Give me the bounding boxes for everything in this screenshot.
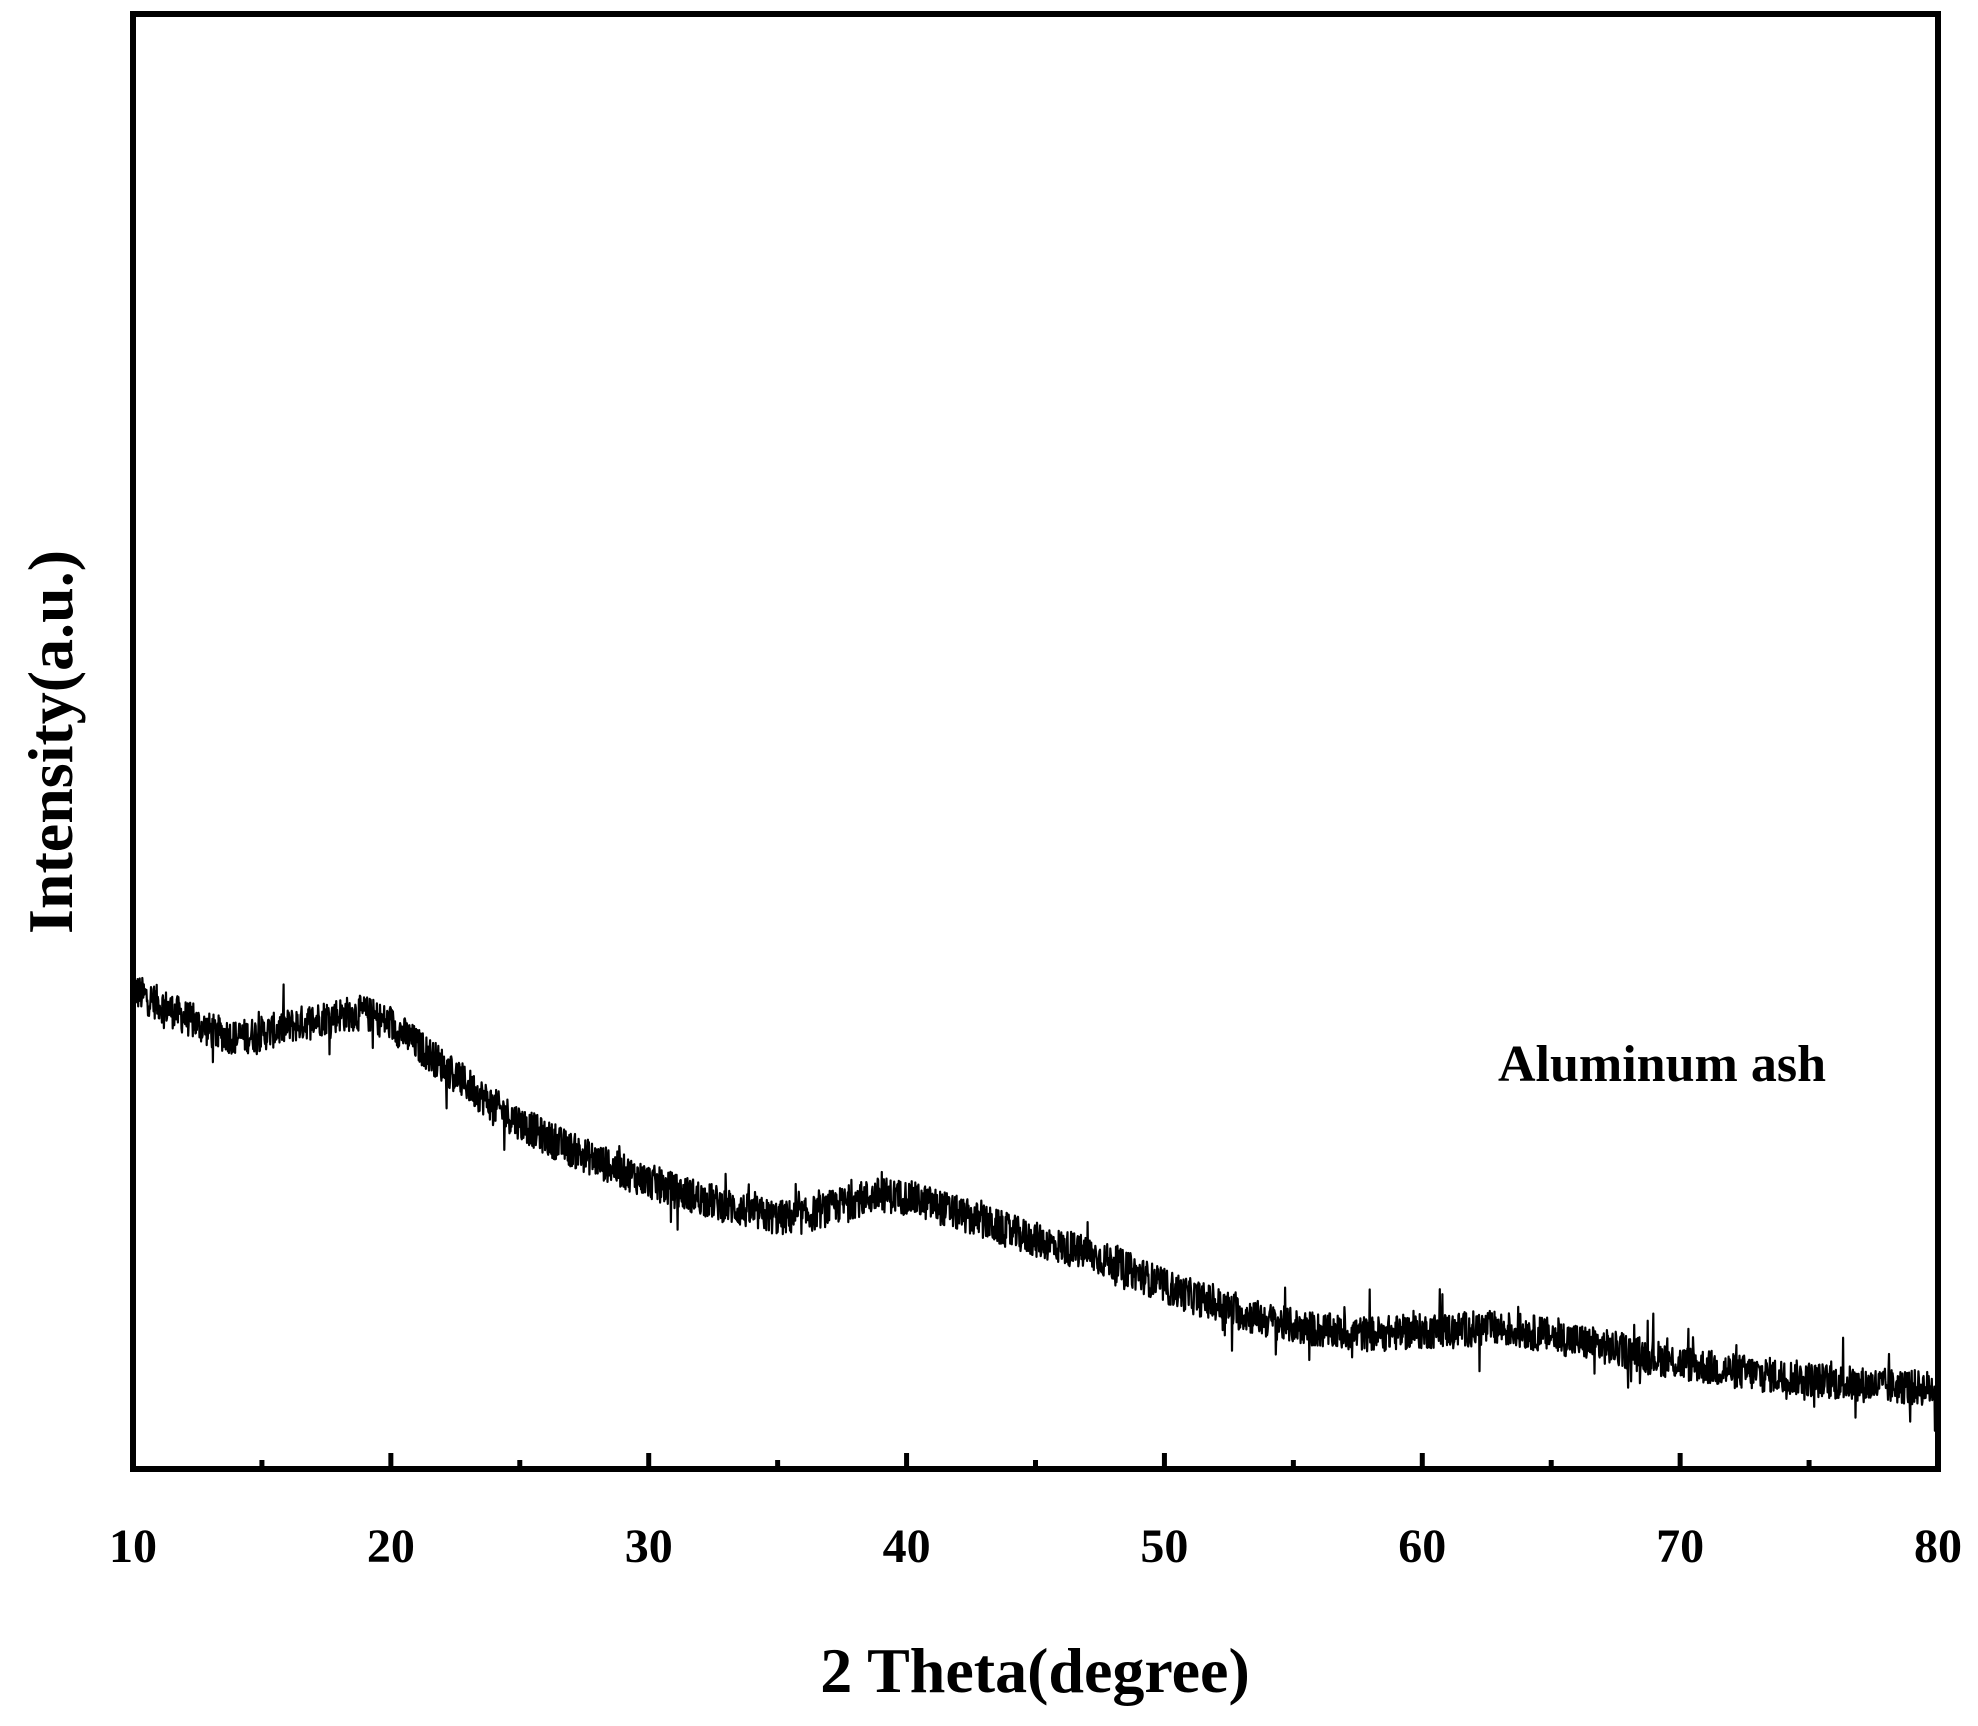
x-tick-label: 50 <box>1140 1520 1188 1573</box>
x-tick-label: 70 <box>1656 1520 1704 1573</box>
x-tick-label: 10 <box>109 1520 157 1573</box>
x-axis-label: 2 Theta(degree) <box>820 1635 1250 1706</box>
x-tick-label: 80 <box>1914 1520 1962 1573</box>
y-axis-label: Intensity(a.u.) <box>15 550 86 934</box>
x-tick-label: 30 <box>625 1520 673 1573</box>
x-axis-tick-labels: 10 20 30 40 50 60 70 80 <box>109 1520 1962 1573</box>
x-axis-ticks <box>130 1453 1941 1469</box>
x-tick-label: 40 <box>883 1520 931 1573</box>
x-tick-label: 60 <box>1398 1520 1446 1573</box>
series-annotation: Aluminum ash <box>1498 1036 1826 1093</box>
series-line-aluminum-ash <box>131 976 1940 1432</box>
x-tick-label: 20 <box>367 1520 415 1573</box>
